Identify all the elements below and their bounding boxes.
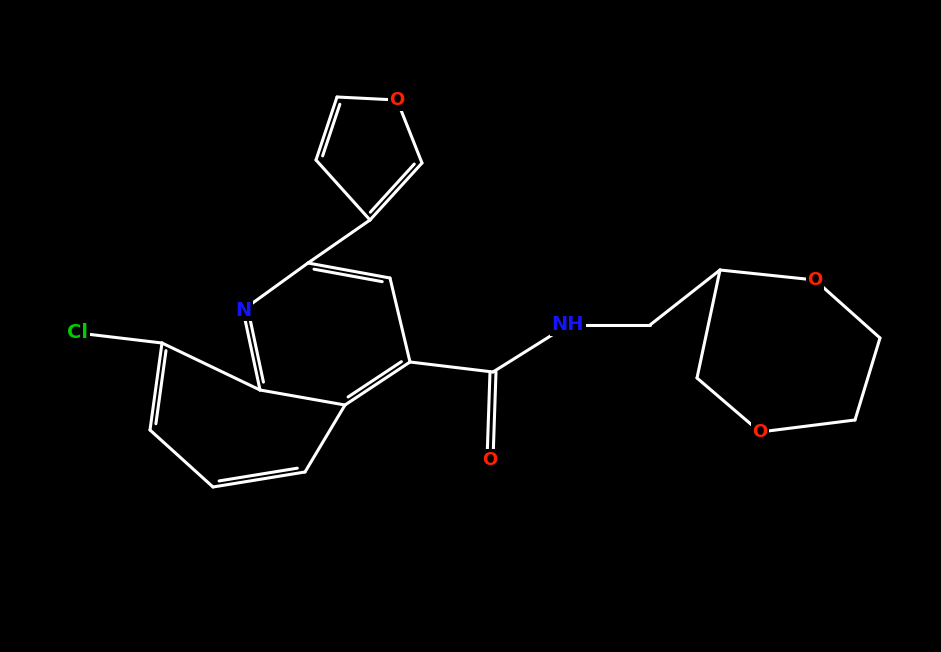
Text: NH: NH — [551, 316, 584, 334]
Text: Cl: Cl — [68, 323, 88, 342]
Text: O: O — [807, 271, 822, 289]
Text: N: N — [235, 301, 251, 319]
Text: O: O — [390, 91, 405, 109]
Text: O: O — [753, 423, 768, 441]
Text: O: O — [483, 451, 498, 469]
